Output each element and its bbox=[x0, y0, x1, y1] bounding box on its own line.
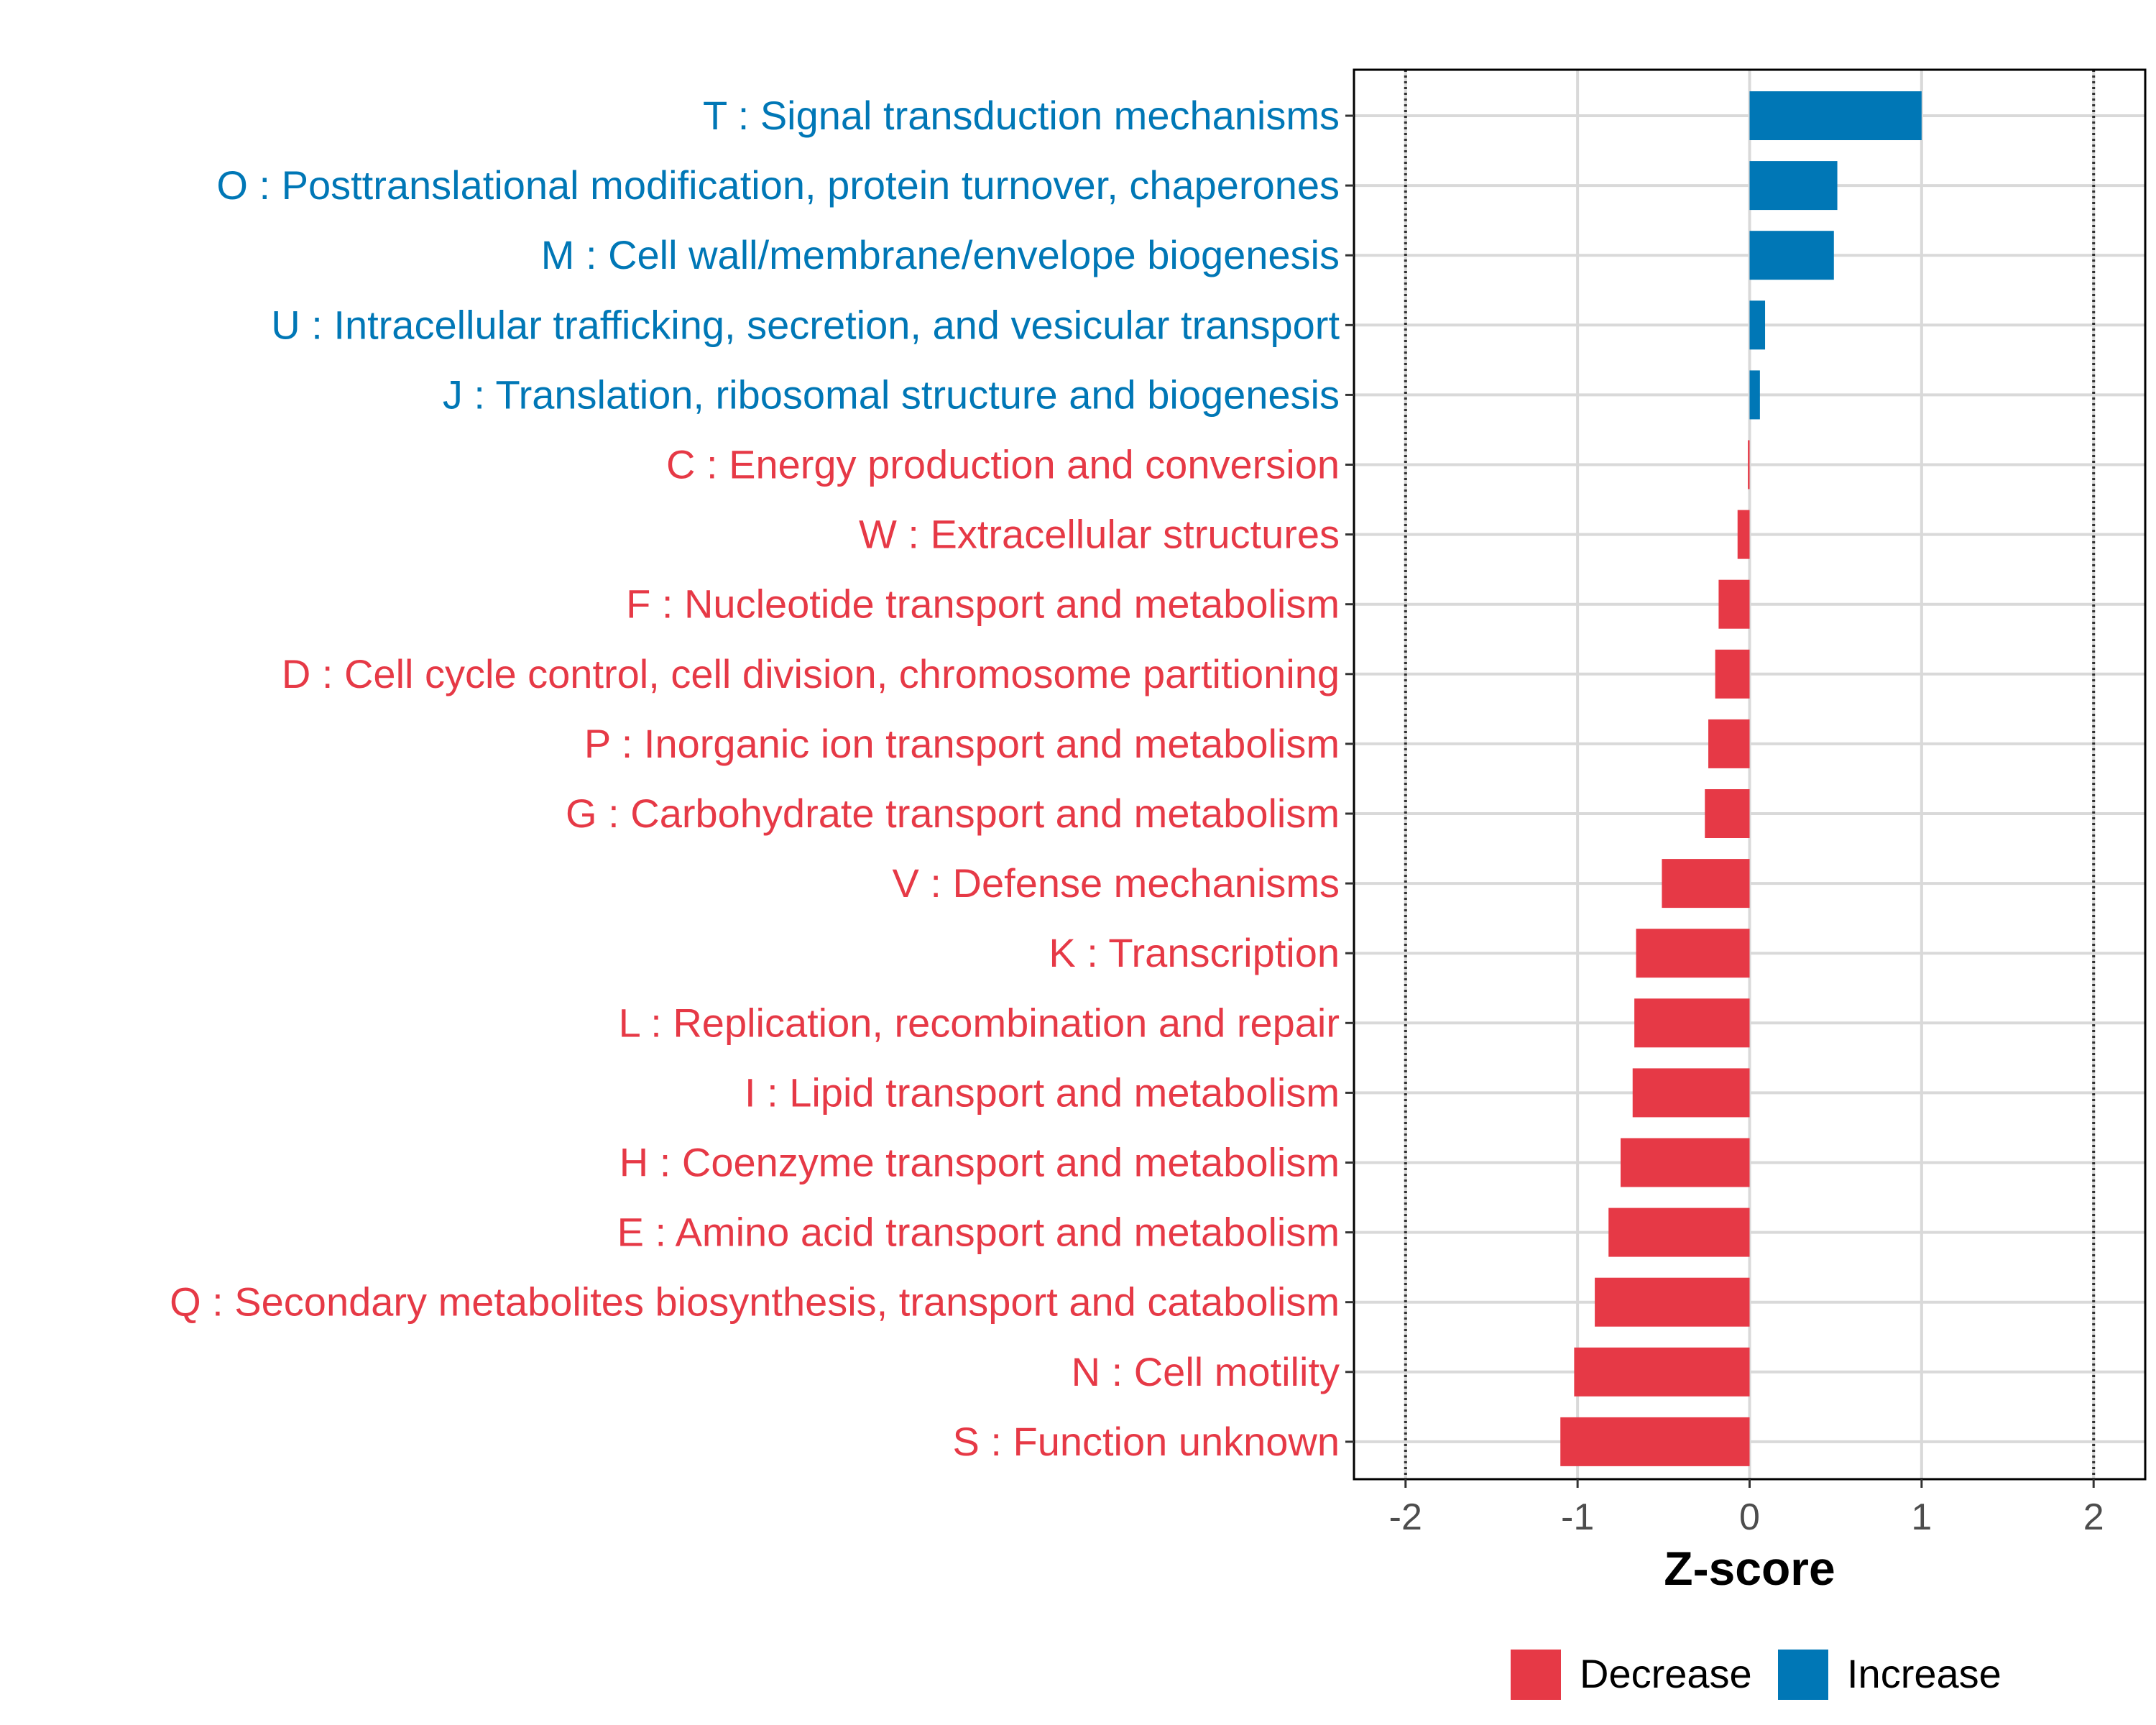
bar bbox=[1634, 998, 1750, 1048]
bar bbox=[1749, 231, 1834, 280]
category-label: V : Defense mechanisms bbox=[893, 860, 1340, 906]
legend-label-increase: Increase bbox=[1847, 1651, 2001, 1696]
category-labels: T : Signal transduction mechanisms O : Po… bbox=[170, 93, 1340, 1464]
bar bbox=[1574, 1347, 1750, 1397]
category-label: G : Carbohydrate transport and metabolis… bbox=[566, 791, 1340, 836]
category-label: E : Amino acid transport and metabolism bbox=[617, 1210, 1340, 1255]
bar bbox=[1749, 300, 1766, 350]
axis-ticks: -2 -1 0 1 2 bbox=[1345, 114, 2104, 1538]
bar bbox=[1560, 1417, 1750, 1466]
category-label: T : Signal transduction mechanisms bbox=[703, 93, 1340, 138]
category-label: J : Translation, ribosomal structure and… bbox=[443, 372, 1340, 417]
x-tick-label: 0 bbox=[1739, 1496, 1760, 1538]
bars bbox=[1560, 91, 1922, 1466]
category-label: N : Cell motility bbox=[1072, 1349, 1340, 1394]
bar bbox=[1749, 91, 1922, 140]
bar bbox=[1620, 1138, 1750, 1187]
bar bbox=[1662, 859, 1750, 908]
legend-swatch-decrease bbox=[1511, 1650, 1561, 1700]
bar bbox=[1749, 161, 1838, 211]
bar bbox=[1595, 1277, 1750, 1327]
bar bbox=[1748, 440, 1750, 489]
x-axis-title: Z-score bbox=[1664, 1542, 1835, 1595]
category-label: C : Energy production and conversion bbox=[666, 442, 1340, 487]
category-label: O : Posttranslational modification, prot… bbox=[216, 162, 1340, 208]
x-tick-label: 1 bbox=[1911, 1496, 1932, 1538]
threshold-lines bbox=[1404, 70, 2096, 1479]
category-label: F : Nucleotide transport and metabolism bbox=[626, 581, 1340, 627]
category-label: P : Inorganic ion transport and metaboli… bbox=[584, 721, 1340, 766]
bar bbox=[1708, 719, 1750, 768]
bar bbox=[1608, 1208, 1750, 1257]
category-label: U : Intracellular trafficking, secretion… bbox=[271, 302, 1340, 347]
category-label: W : Extracellular structures bbox=[859, 512, 1340, 557]
legend: Decrease Increase bbox=[1511, 1650, 2001, 1700]
category-label: I : Lipid transport and metabolism bbox=[745, 1070, 1340, 1115]
grid-layer bbox=[1354, 70, 2145, 1479]
legend-label-decrease: Decrease bbox=[1580, 1651, 1752, 1696]
bar bbox=[1737, 510, 1750, 559]
category-label: Q : Secondary metabolites biosynthesis, … bbox=[170, 1279, 1340, 1325]
bar bbox=[1718, 579, 1750, 629]
x-tick-label: 2 bbox=[2083, 1496, 2104, 1538]
bar bbox=[1749, 370, 1760, 420]
x-tick-label: -1 bbox=[1561, 1496, 1594, 1538]
category-label: D : Cell cycle control, cell division, c… bbox=[282, 651, 1340, 696]
bar bbox=[1705, 789, 1750, 838]
legend-swatch-increase bbox=[1778, 1650, 1828, 1700]
bar bbox=[1636, 929, 1750, 978]
category-label: H : Coenzyme transport and metabolism bbox=[619, 1140, 1340, 1185]
bar bbox=[1632, 1068, 1750, 1118]
category-label: S : Function unknown bbox=[952, 1419, 1340, 1464]
category-label: K : Transcription bbox=[1049, 930, 1340, 975]
bar bbox=[1715, 649, 1750, 699]
category-label: M : Cell wall/membrane/envelope biogenes… bbox=[541, 232, 1340, 277]
category-label: L : Replication, recombination and repai… bbox=[619, 1000, 1340, 1045]
x-tick-label: -2 bbox=[1389, 1496, 1422, 1538]
